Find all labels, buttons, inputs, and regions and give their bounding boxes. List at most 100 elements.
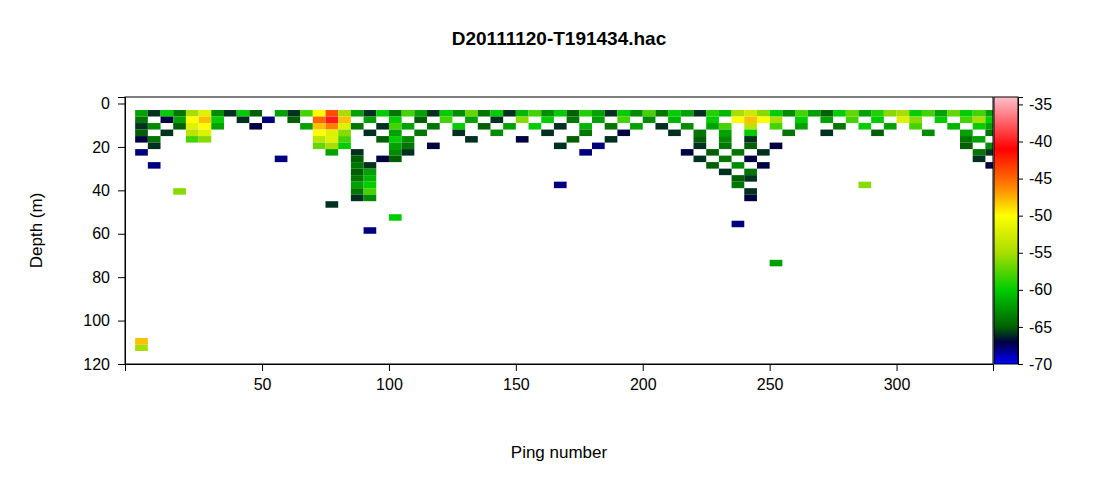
cell: [351, 162, 364, 169]
tick-label: 250: [757, 376, 784, 393]
tick-label: -45: [1029, 170, 1052, 187]
cell: [732, 117, 745, 124]
cell: [782, 130, 795, 137]
cell: [897, 110, 910, 117]
tick: 100: [376, 364, 403, 393]
cell: [605, 136, 618, 143]
cell: [135, 344, 148, 351]
tick-label: 200: [630, 376, 657, 393]
cell: [757, 110, 770, 117]
cell: [490, 130, 503, 137]
tick-label: -70: [1029, 356, 1052, 373]
plot-frame: [125, 97, 993, 364]
tick-label: 150: [503, 376, 530, 393]
cell: [452, 130, 465, 137]
cell: [199, 110, 212, 117]
tick-label: 80: [92, 269, 110, 286]
cell: [947, 110, 960, 117]
tick: -70: [1018, 356, 1052, 373]
cell: [820, 117, 833, 124]
tick-label: 60: [92, 225, 110, 242]
cell: [820, 110, 833, 117]
cell: [567, 110, 580, 117]
cell: [732, 162, 745, 169]
cell: [973, 117, 986, 124]
cell: [402, 136, 415, 143]
cell: [985, 149, 993, 156]
cell: [605, 110, 618, 117]
cell: [960, 110, 973, 117]
cell: [744, 117, 757, 124]
cell: [655, 123, 668, 130]
cell: [516, 136, 529, 143]
cell: [694, 156, 707, 163]
cell: [326, 110, 339, 117]
cell: [858, 110, 871, 117]
cell: [351, 175, 364, 182]
chart: 50100150200250300020406080100120-35-40-4…: [0, 0, 1094, 493]
cell: [313, 123, 326, 130]
cell: [186, 130, 199, 137]
tick-label: -60: [1029, 281, 1052, 298]
tick-mark: [1018, 290, 1023, 291]
cell: [617, 130, 630, 137]
tick-label: -40: [1029, 133, 1052, 150]
cell: [579, 149, 592, 156]
tick: 300: [884, 364, 911, 393]
cell: [211, 117, 224, 124]
cell: [744, 143, 757, 150]
cell: [617, 117, 630, 124]
cell: [871, 117, 884, 124]
cell: [770, 143, 783, 150]
cell: [554, 110, 567, 117]
cell: [211, 110, 224, 117]
cell: [719, 130, 732, 137]
cell: [300, 123, 313, 130]
cell: [884, 110, 897, 117]
tick-label: 100: [83, 312, 110, 329]
tick-mark: [1018, 142, 1023, 143]
cell: [376, 156, 389, 163]
cell: [884, 123, 897, 130]
cell: [351, 149, 364, 156]
cell: [529, 110, 542, 117]
tick: 100: [83, 312, 125, 329]
cell: [541, 110, 554, 117]
cell: [135, 130, 148, 137]
tick: 60: [92, 225, 125, 242]
tick: 200: [630, 364, 657, 393]
cell: [351, 195, 364, 202]
cell: [287, 117, 300, 124]
cell: [135, 338, 148, 345]
cell: [668, 130, 681, 137]
axis-line: [126, 365, 994, 372]
cell: [326, 117, 339, 124]
cell: [414, 117, 427, 124]
cell: [833, 110, 846, 117]
cell: [795, 110, 808, 117]
tick-mark: [897, 364, 898, 371]
cell: [960, 130, 973, 137]
cell: [161, 130, 174, 137]
cell: [757, 149, 770, 156]
cell: [389, 130, 402, 137]
tick: 20: [92, 139, 125, 156]
cell: [744, 188, 757, 195]
cell: [744, 175, 757, 182]
tick-mark: [118, 321, 125, 322]
cell: [326, 130, 339, 137]
cell: [655, 110, 668, 117]
y-axis: 020406080100120: [83, 95, 125, 372]
cell: [973, 136, 986, 143]
tick: -65: [1018, 319, 1052, 336]
tick-mark: [1018, 216, 1023, 217]
cell: [694, 110, 707, 117]
cell: [770, 260, 783, 267]
cell: [326, 201, 339, 208]
cell: [199, 136, 212, 143]
cell: [364, 195, 377, 202]
tick-mark: [118, 147, 125, 148]
cell: [630, 123, 643, 130]
x-axis-title: Ping number: [511, 443, 608, 462]
cell: [148, 143, 161, 150]
